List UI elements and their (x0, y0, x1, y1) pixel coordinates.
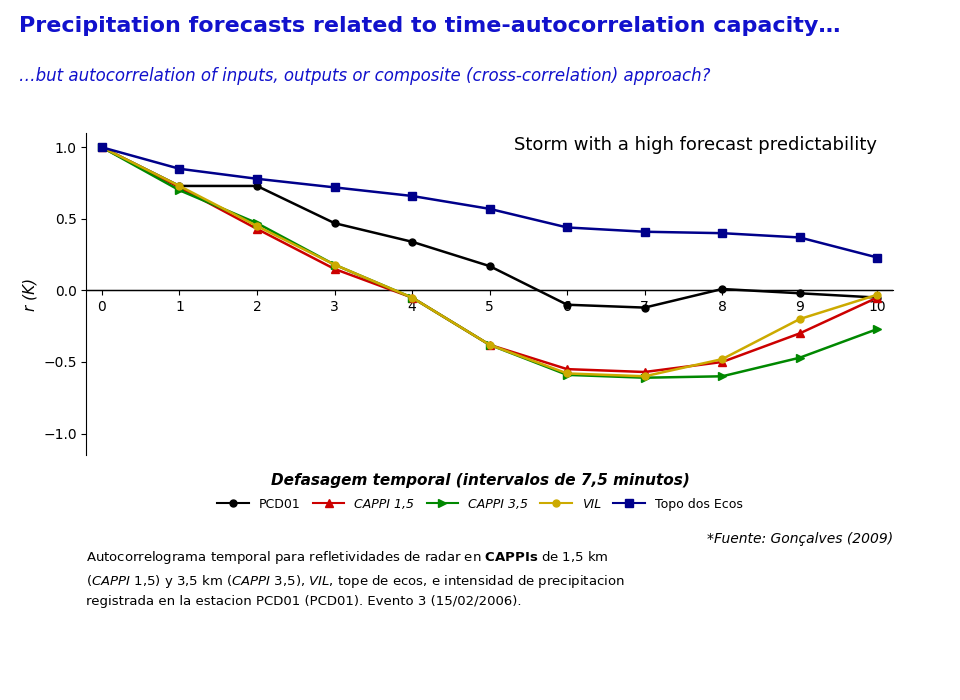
CAPPI 1,5 (406, 293, 418, 302)
PCD01 (639, 303, 651, 312)
PCD01 (716, 285, 728, 293)
CAPPI 3,5 (252, 219, 263, 228)
PCD01 (562, 300, 573, 309)
Line: Topo dos Ecos: Topo dos Ecos (98, 143, 881, 262)
CAPPI 1,5 (716, 358, 728, 366)
PCD01 (872, 293, 883, 302)
Topo dos Ecos (252, 174, 263, 183)
Line: PCD01: PCD01 (99, 144, 880, 311)
CAPPI 1,5 (484, 341, 495, 349)
CAPPI 1,5 (872, 293, 883, 302)
VIL (562, 369, 573, 377)
Text: …but autocorrelation of inputs, outputs or composite (cross-correlation) approac: …but autocorrelation of inputs, outputs … (19, 67, 710, 85)
PCD01 (406, 237, 418, 246)
CAPPI 3,5 (484, 341, 495, 349)
Text: Defasagem temporal (intervalos de 7,5 minutos): Defasagem temporal (intervalos de 7,5 mi… (271, 473, 689, 487)
VIL (328, 260, 340, 269)
VIL (406, 293, 418, 302)
CAPPI 3,5 (406, 293, 418, 302)
Topo dos Ecos (174, 164, 185, 173)
Topo dos Ecos (328, 183, 340, 192)
Topo dos Ecos (406, 192, 418, 200)
Text: Precipitation forecasts related to time-autocorrelation capacity…: Precipitation forecasts related to time-… (19, 16, 841, 36)
Line: CAPPI 3,5: CAPPI 3,5 (98, 143, 881, 382)
PCD01 (484, 262, 495, 270)
CAPPI 3,5 (562, 371, 573, 379)
Text: *Fuente: Gonçalves (2009): *Fuente: Gonçalves (2009) (707, 532, 893, 546)
VIL (872, 290, 883, 299)
CAPPI 1,5 (639, 368, 651, 376)
VIL (174, 182, 185, 190)
Topo dos Ecos (716, 229, 728, 237)
CAPPI 3,5 (794, 354, 805, 362)
VIL (484, 341, 495, 349)
CAPPI 3,5 (872, 325, 883, 333)
VIL (252, 222, 263, 230)
Topo dos Ecos (639, 228, 651, 236)
CAPPI 3,5 (639, 374, 651, 382)
Line: VIL: VIL (99, 144, 880, 380)
CAPPI 3,5 (328, 260, 340, 269)
CAPPI 3,5 (174, 186, 185, 195)
PCD01 (328, 219, 340, 228)
Topo dos Ecos (484, 204, 495, 213)
CAPPI 1,5 (794, 329, 805, 337)
VIL (794, 315, 805, 323)
CAPPI 3,5 (716, 372, 728, 381)
CAPPI 3,5 (96, 143, 108, 151)
CAPPI 1,5 (252, 225, 263, 233)
PCD01 (794, 289, 805, 298)
Topo dos Ecos (96, 143, 108, 151)
CAPPI 1,5 (562, 365, 573, 373)
CAPPI 1,5 (96, 143, 108, 151)
CAPPI 1,5 (328, 265, 340, 273)
Text: Autocorrelograma temporal para refletividades de radar en $\mathbf{CAPPIs}$ de 1: Autocorrelograma temporal para refletivi… (86, 550, 625, 608)
VIL (639, 372, 651, 381)
Legend: PCD01, CAPPI 1,5, CAPPI 3,5, VIL, Topo dos Ecos: PCD01, CAPPI 1,5, CAPPI 3,5, VIL, Topo d… (212, 493, 748, 516)
Line: CAPPI 1,5: CAPPI 1,5 (98, 143, 881, 376)
Topo dos Ecos (794, 233, 805, 242)
CAPPI 1,5 (174, 183, 185, 192)
Text: Storm with a high forecast predictability: Storm with a high forecast predictabilit… (514, 136, 876, 154)
Topo dos Ecos (562, 223, 573, 232)
Topo dos Ecos (872, 253, 883, 262)
PCD01 (174, 182, 185, 190)
VIL (716, 355, 728, 363)
PCD01 (252, 182, 263, 190)
PCD01 (96, 143, 108, 151)
Y-axis label: r (K): r (K) (22, 277, 37, 311)
VIL (96, 143, 108, 151)
